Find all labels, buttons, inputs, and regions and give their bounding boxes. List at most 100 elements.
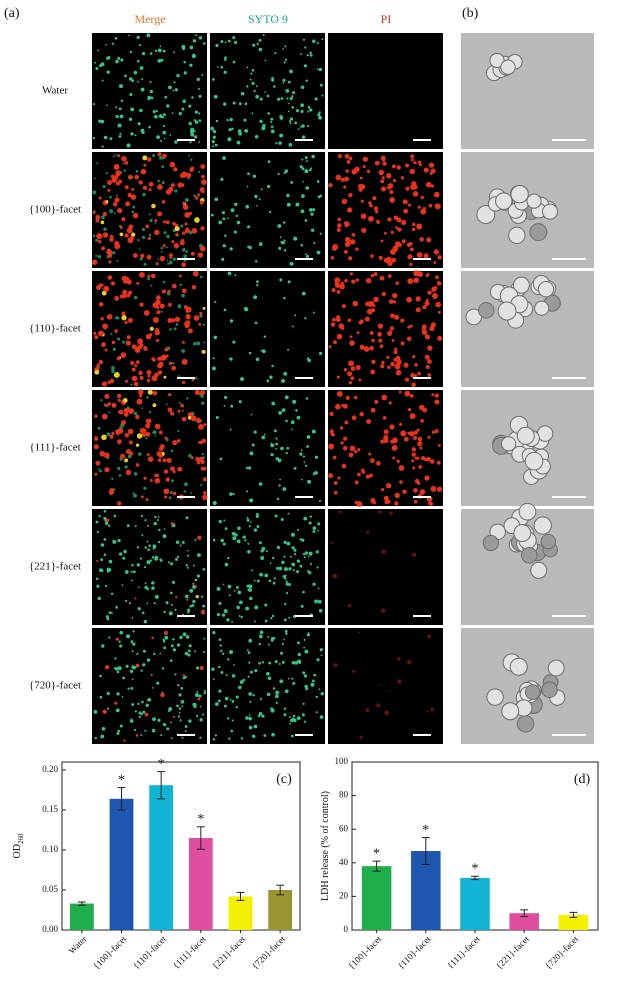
cell-dot (130, 687, 134, 690)
cell-dot (133, 472, 138, 476)
cell-dot (281, 378, 286, 383)
cell-dot (300, 110, 304, 114)
cell-dot (109, 210, 113, 214)
cell (516, 715, 535, 733)
cell-dot (187, 415, 192, 420)
cell-dot (280, 118, 283, 121)
cell-dot (393, 350, 398, 355)
cell-dot (412, 466, 416, 470)
y-tick-label: 0.00 (42, 924, 58, 934)
cell-dot (194, 110, 199, 114)
micrograph (92, 628, 207, 744)
cell-dot (311, 154, 315, 159)
cell-dot (275, 437, 278, 440)
cell-dot (106, 692, 110, 696)
cell-dot (284, 45, 287, 48)
cell-dot (272, 687, 276, 690)
cell-dot (128, 117, 133, 121)
cell-dot (294, 553, 297, 556)
cell-dot (101, 644, 105, 648)
cell-dot (310, 228, 315, 232)
cell-dot (158, 155, 163, 160)
cell-dot (172, 715, 176, 718)
cell-dot (116, 356, 121, 361)
cell-dot (426, 237, 432, 243)
cell-dot (180, 686, 184, 690)
cell-dot (227, 717, 230, 720)
cell-dot (226, 618, 230, 622)
cell-dot (189, 604, 193, 608)
cell-dot (122, 676, 126, 680)
cell-dot (171, 580, 175, 584)
cell-dot (121, 315, 127, 321)
cell-dot (289, 122, 292, 125)
cell-dot (427, 290, 432, 295)
cell-dot (201, 74, 204, 76)
sem-image (461, 628, 594, 744)
cell-dot (384, 710, 389, 716)
cell-dot (427, 435, 431, 439)
cell (516, 426, 535, 445)
cell-dot (336, 227, 341, 233)
cell-dot (145, 423, 151, 429)
cell-dot (220, 40, 224, 43)
cell-dot (333, 663, 338, 668)
cell-dot (160, 310, 163, 313)
cell-dot (215, 702, 219, 706)
sem-image (461, 271, 594, 387)
cell-dot (111, 365, 115, 370)
cell-dot (177, 409, 181, 413)
cell-dot (93, 710, 98, 714)
cell-dot (139, 271, 145, 278)
cell-dot (223, 609, 228, 614)
cell-dot (162, 458, 167, 463)
cell-dot (201, 453, 205, 456)
cell-dot (116, 316, 120, 320)
cell-dot (145, 703, 149, 707)
cell-dot (291, 660, 296, 665)
cell-dot (138, 711, 142, 715)
cell-dot (181, 358, 188, 365)
cell-dot (429, 325, 435, 332)
cell-dot (312, 39, 316, 43)
cell-dot (186, 566, 189, 569)
cell-dot (196, 77, 200, 82)
y-axis-label-text: OD (12, 844, 23, 858)
cell-dot (97, 596, 101, 601)
cell-dot (378, 338, 383, 343)
cell-dot (200, 394, 204, 399)
cell-dot (144, 585, 148, 590)
cell-dot (94, 414, 98, 418)
cell-dot (399, 422, 403, 426)
cell-dot (117, 154, 121, 158)
cell-dot (138, 248, 141, 250)
cell-dot (237, 590, 242, 595)
cell-dot (122, 556, 126, 560)
cell-dot (270, 117, 274, 121)
cell-dot (297, 641, 300, 645)
cell-dot (114, 657, 117, 660)
cell-dot (421, 455, 426, 461)
cell-dot (305, 79, 308, 82)
cell-dot (198, 112, 201, 115)
cell-dot (165, 601, 169, 605)
cell-dot (117, 393, 122, 399)
cell-dot (181, 736, 184, 739)
cell-dot (256, 42, 259, 46)
cell-dot (369, 458, 375, 463)
cell-dot (194, 585, 198, 588)
cell-dot (133, 295, 138, 300)
cell-dot (295, 202, 300, 207)
cell-dot (386, 173, 392, 179)
cell-dot (134, 597, 137, 600)
cell-dot (381, 176, 385, 180)
cell-dot (307, 555, 310, 558)
cell-dot (103, 135, 108, 140)
cell-dot (400, 430, 407, 437)
cell-dot (308, 551, 313, 556)
cell-dot (255, 357, 260, 362)
cell-dot (304, 684, 309, 689)
panel-label: (c) (276, 772, 292, 787)
cell-dot (275, 690, 280, 695)
cell-dot (234, 274, 237, 277)
